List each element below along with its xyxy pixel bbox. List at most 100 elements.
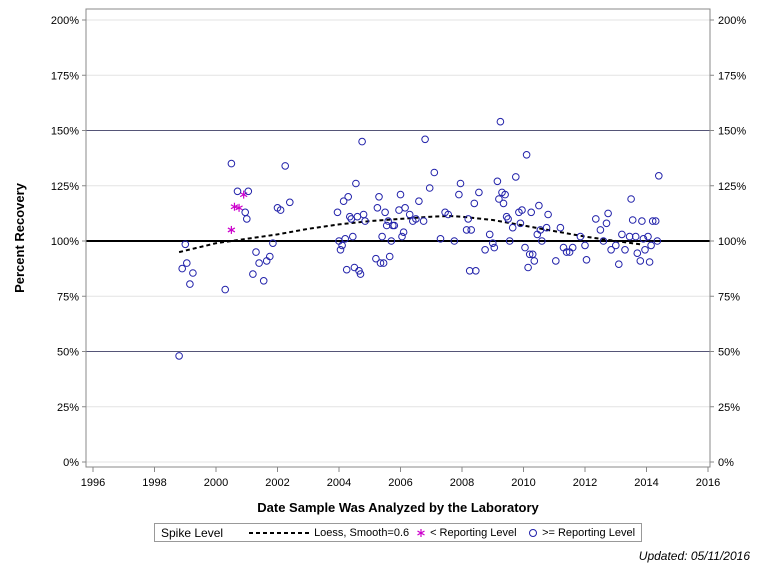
data-point [636,257,645,265]
data-point [655,172,663,180]
data-point [490,243,499,252]
data-point [496,117,505,126]
data-point [464,215,473,223]
data-point [604,209,612,218]
data-point [266,252,274,261]
data-point [178,264,186,273]
data-point [339,197,348,205]
data-point [352,179,360,188]
legend-label-below: < Reporting Level [430,527,517,539]
data-point [518,206,526,214]
data-point [647,241,655,250]
data-point [596,226,605,234]
data-point [382,221,391,230]
data-point [576,232,585,241]
data-point [401,204,409,212]
data-point [227,159,236,168]
data-point [341,235,350,243]
data-point [405,210,414,219]
data-point [381,208,389,217]
data-point [390,221,399,230]
data-point [252,248,260,256]
legend-label-above: >= Reporting Level [542,527,636,539]
x-tick-label: 2012 [573,477,597,489]
data-point [379,259,388,267]
data-point [644,232,652,241]
data-point [415,197,423,205]
data-point [470,199,479,208]
data-point [399,228,408,236]
y-tick-label: 200% [51,15,79,27]
data-point [651,217,660,225]
data-point [358,137,366,146]
data-point [522,151,531,159]
loess-line [178,214,641,254]
data-point [333,208,342,217]
y-tick-label-right: 175% [718,70,746,82]
legend: Spike Level Loess, Smooth=0.6 < Reportin… [154,523,642,542]
data-point [607,246,615,254]
legend-item-above: >= Reporting Level [527,527,635,539]
y-tick-label: 125% [51,181,79,193]
data-point [544,210,552,219]
legend-label-loess: Loess, Smooth=0.6 [314,527,410,539]
data-point [376,259,385,267]
data-point [430,168,439,177]
data-point [562,248,571,256]
data-point [472,267,480,275]
data-point [373,204,382,212]
data-point [356,270,365,278]
data-point [344,193,353,201]
plot-frame [85,8,711,468]
data-point [385,252,394,261]
data-point [501,190,509,199]
y-tick-label-right: 75% [718,291,740,303]
data-point [485,230,494,239]
data-point [502,212,511,221]
data-point [336,246,345,254]
y-axis-label: Percent Recovery [12,182,27,293]
data-point [641,246,649,254]
data-point [412,215,420,223]
data-point [508,223,517,232]
data-point [349,232,357,241]
data-point [645,258,654,266]
x-tick-label: 1996 [81,477,105,489]
y-tick-label: 50% [57,347,79,359]
y-tick-label-right: 125% [718,181,746,193]
data-point [653,237,662,245]
y-tick-label-right: 200% [718,15,746,27]
data-point [495,195,503,203]
data-point [281,162,290,170]
data-point [530,257,539,265]
x-tick-label: 2004 [327,477,351,489]
data-point [241,208,249,217]
data-point [512,173,520,181]
data-point-star [227,225,236,234]
data-point [186,280,194,288]
data-point-star [230,202,239,211]
data-point [475,188,483,197]
data-point [359,210,368,219]
y-tick-label-right: 100% [718,236,746,248]
x-tick-label: 2010 [511,477,535,489]
y-tick-label-right: 50% [718,347,740,359]
y-tick-label: 25% [57,402,79,414]
data-point [455,190,463,199]
data-point [175,352,183,360]
data-point [181,240,190,249]
data-point [527,208,536,217]
data-point [568,243,577,252]
y-tick-label: 100% [51,236,79,248]
data-point [183,259,191,267]
data-point [499,199,508,208]
data-point [538,237,546,245]
data-point [581,241,589,250]
data-point [387,237,396,245]
data-point [255,259,263,267]
data-point [505,237,514,245]
y-tick-label: 75% [57,291,79,303]
dashed-line-icon [249,532,309,535]
data-point [243,215,251,223]
